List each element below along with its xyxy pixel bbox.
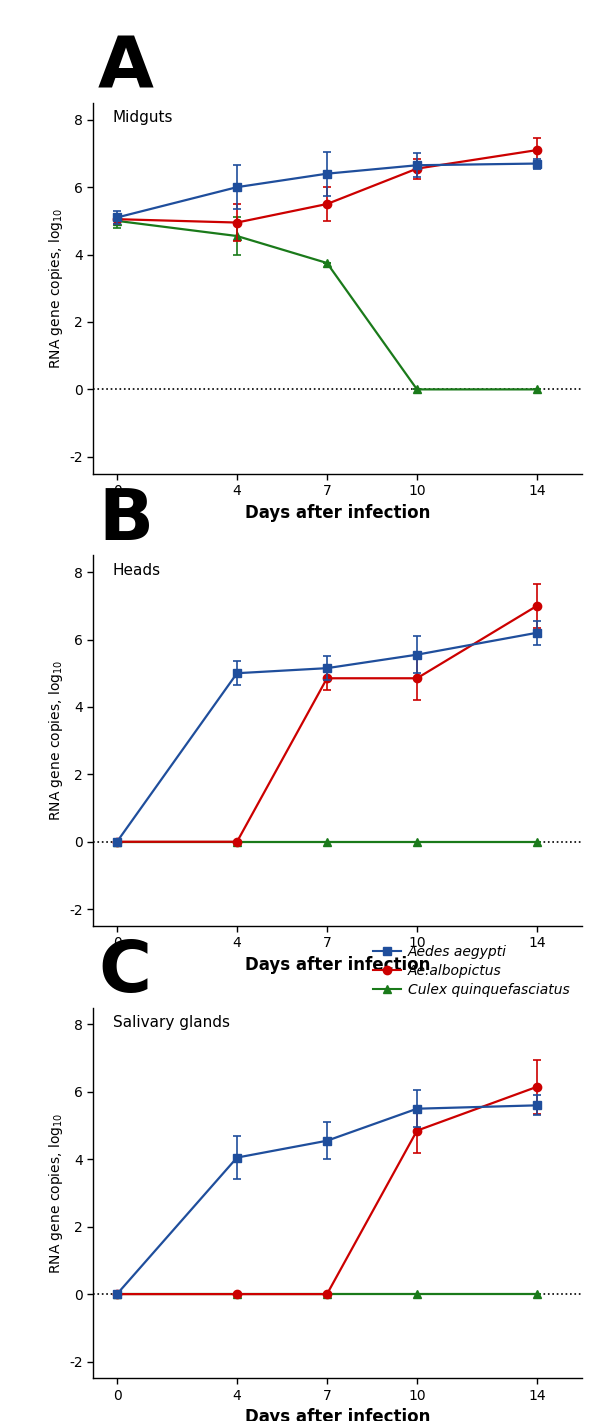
Text: Salivary glands: Salivary glands	[113, 1015, 230, 1030]
Text: B: B	[98, 486, 153, 556]
Text: Midguts: Midguts	[113, 111, 173, 125]
Text: Heads: Heads	[113, 563, 161, 578]
Y-axis label: RNA gene copies, log$_{10}$: RNA gene copies, log$_{10}$	[47, 207, 65, 369]
X-axis label: Days after infection: Days after infection	[245, 1408, 430, 1421]
X-axis label: Days after infection: Days after infection	[245, 503, 430, 522]
Text: A: A	[98, 34, 154, 102]
Y-axis label: RNA gene copies, log$_{10}$: RNA gene copies, log$_{10}$	[47, 659, 65, 821]
Legend: Aedes aegypti, Ae.albopictus, Culex quinquefasciatus: Aedes aegypti, Ae.albopictus, Culex quin…	[367, 939, 575, 1002]
Y-axis label: RNA gene copies, log$_{10}$: RNA gene copies, log$_{10}$	[47, 1113, 65, 1273]
X-axis label: Days after infection: Days after infection	[245, 956, 430, 973]
Text: C: C	[98, 938, 151, 1007]
